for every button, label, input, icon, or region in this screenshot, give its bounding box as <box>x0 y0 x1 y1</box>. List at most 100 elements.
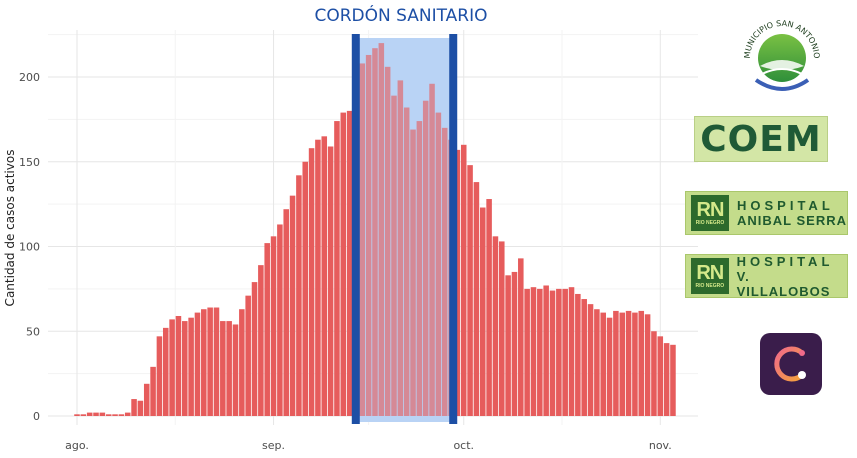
bar <box>625 310 632 416</box>
bar <box>194 312 201 416</box>
bar <box>207 307 213 416</box>
y-ticks: 0 50 100 150 200 <box>19 71 40 423</box>
coem-logo: COEM <box>694 116 828 162</box>
chart-title: CORDÓN SANITARIO <box>314 4 487 26</box>
x-tick-label: oct. <box>453 439 474 452</box>
bar <box>670 344 676 416</box>
rio-negro-badge: RN RIO NEGRO <box>691 195 729 231</box>
bar <box>156 336 163 416</box>
bar <box>549 290 556 416</box>
bar <box>479 207 486 416</box>
x-tick-label: nov. <box>649 439 672 452</box>
bar <box>251 282 258 416</box>
bar <box>277 224 283 416</box>
bar <box>169 319 175 416</box>
bar <box>594 309 600 416</box>
app-logo-icon <box>760 333 822 395</box>
bar <box>606 317 613 416</box>
bar <box>556 288 562 416</box>
hospital-label: HOSPITAL <box>737 198 834 213</box>
bar <box>657 336 664 416</box>
bar <box>416 121 423 416</box>
bar <box>302 161 309 416</box>
bar <box>505 275 511 416</box>
bar <box>105 414 112 416</box>
bar <box>283 209 289 416</box>
municipio-logo: MUNICIPIO SAN ANTONIO <box>740 14 824 98</box>
bar <box>137 400 144 416</box>
bar <box>619 312 626 416</box>
hospital-villalobos-logo: RN RIO NEGRO HOSPITAL V. VILLALOBOS <box>685 253 848 299</box>
bar <box>118 414 125 416</box>
bar <box>638 310 645 416</box>
hospital-label: HOSPITAL <box>736 253 834 269</box>
bar <box>112 414 118 416</box>
bar <box>460 144 467 417</box>
bar <box>575 293 581 416</box>
bar <box>435 112 442 416</box>
bar <box>232 324 239 416</box>
bar <box>143 383 150 416</box>
hospital-name: V. VILLALOBOS <box>736 268 831 299</box>
bar <box>511 271 518 416</box>
bar <box>454 149 461 416</box>
bar <box>473 182 480 416</box>
bar <box>308 148 315 416</box>
bar <box>365 54 372 417</box>
bar <box>384 66 391 416</box>
bar <box>74 414 80 416</box>
y-tick-label: 150 <box>19 156 40 169</box>
bar <box>321 136 328 416</box>
bar <box>346 110 353 417</box>
bar <box>270 236 277 416</box>
bar <box>201 309 207 416</box>
bar <box>245 295 251 416</box>
y-tick-label: 0 <box>33 410 40 423</box>
highlight-right-border <box>449 34 458 424</box>
bar <box>587 304 594 416</box>
bar <box>441 127 448 416</box>
bar <box>378 43 385 416</box>
bar <box>663 343 670 416</box>
bar <box>410 129 416 417</box>
bar <box>131 399 137 416</box>
bar <box>334 121 340 416</box>
bar <box>467 165 473 416</box>
bar <box>213 307 220 416</box>
y-tick-label: 100 <box>19 241 40 254</box>
bar <box>226 321 232 416</box>
bar <box>422 100 429 416</box>
bar <box>530 287 537 416</box>
rio-negro-badge: RN RIO NEGRO <box>691 258 729 294</box>
bar <box>543 285 549 416</box>
bar <box>264 243 270 416</box>
bar <box>86 412 93 416</box>
highlight-borders <box>351 34 458 424</box>
y-axis-label: Cantidad de casos activos <box>3 150 17 307</box>
bar <box>372 48 378 417</box>
y-tick-label: 200 <box>19 71 40 84</box>
hospital-anibal-serra-logo: RN RIO NEGRO HOSPITAL ANIBAL SERRA <box>685 191 848 235</box>
bar <box>518 258 524 416</box>
bar <box>486 199 492 416</box>
bar <box>644 314 651 416</box>
y-tick-label: 50 <box>26 325 40 338</box>
bar <box>80 414 87 416</box>
bar <box>124 412 131 416</box>
bar <box>150 366 156 416</box>
bar <box>359 63 366 416</box>
bar <box>327 146 334 416</box>
bar <box>340 112 347 416</box>
bar <box>93 412 99 416</box>
x-ticks: ago. sep. oct. nov. <box>65 439 672 452</box>
bar <box>600 312 606 416</box>
bar <box>581 299 587 416</box>
bar <box>429 83 435 416</box>
bar <box>562 288 568 416</box>
bar <box>182 321 188 416</box>
bar <box>315 139 321 416</box>
x-tick-label: sep. <box>262 439 285 452</box>
bar <box>239 309 245 416</box>
bar <box>403 107 410 416</box>
hospital-name: ANIBAL SERRA <box>737 213 847 228</box>
